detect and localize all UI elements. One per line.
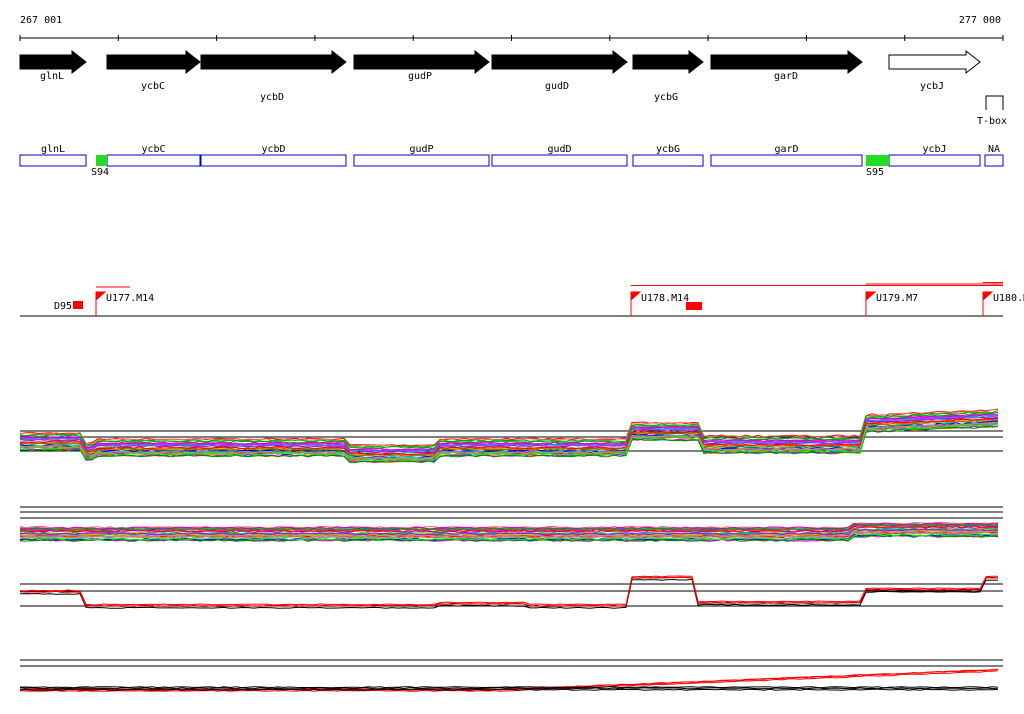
trace	[19, 425, 999, 464]
trace	[19, 423, 999, 462]
gene-box	[888, 154, 981, 167]
trace	[19, 670, 999, 692]
trace	[19, 528, 999, 536]
site-mark	[866, 155, 889, 166]
gene-box	[353, 154, 490, 167]
tbox-mark	[985, 95, 1004, 110]
box-label: ycbC	[141, 144, 165, 155]
promoter-label: U179.M7	[876, 293, 918, 304]
gene-label: garD	[774, 71, 798, 82]
trace	[19, 409, 998, 448]
promoter-flag	[630, 291, 642, 316]
trace	[19, 523, 999, 531]
gene-box	[984, 154, 1004, 167]
tbox-label: T-box	[977, 116, 1007, 127]
axis-start: 267 001	[20, 15, 62, 26]
site-label: S95	[866, 167, 884, 178]
trace	[19, 530, 999, 538]
terminator-label: D95	[54, 301, 72, 312]
gene-arrow	[491, 49, 628, 75]
box-label: ycbD	[261, 144, 285, 155]
promoter-flag	[95, 291, 107, 316]
trace	[19, 687, 999, 690]
gene-box	[710, 154, 863, 167]
trace	[19, 576, 999, 607]
promoter-label: U177.M14	[106, 293, 154, 304]
site-label: S94	[91, 167, 109, 178]
box-label: gudP	[409, 144, 433, 155]
promoter-flag	[982, 291, 994, 316]
axis-end: 277 000	[959, 15, 1001, 26]
gene-box	[200, 154, 347, 167]
gene-arrow	[632, 49, 704, 75]
box-label: NA	[988, 144, 1000, 155]
gene-label: ycbG	[654, 92, 678, 103]
trace	[19, 420, 999, 459]
trace	[19, 425, 999, 463]
gene-arrow	[106, 49, 201, 75]
promoter-flag	[865, 291, 877, 316]
trace	[19, 412, 999, 450]
box-label: glnL	[41, 144, 65, 155]
trace	[19, 525, 999, 533]
site-mark	[96, 155, 107, 166]
promoter-label: U180.M	[993, 293, 1024, 304]
gene-arrow	[19, 49, 87, 75]
trace	[19, 578, 999, 609]
box-label: gudD	[547, 144, 571, 155]
gene-arrow	[200, 49, 347, 75]
gene-box	[106, 154, 201, 167]
gene-box	[491, 154, 628, 167]
gene-label: gudD	[545, 81, 569, 92]
trace	[19, 688, 999, 691]
promoter-label: U178.M14	[641, 293, 689, 304]
box-label: garD	[774, 144, 798, 155]
gene-arrow	[710, 49, 863, 75]
gene-label: glnL	[40, 71, 64, 82]
gene-arrow	[353, 49, 490, 75]
box-label: ycbG	[656, 144, 680, 155]
gene-box	[19, 154, 87, 167]
trace	[19, 417, 999, 456]
trace	[19, 412, 999, 451]
trace	[19, 422, 999, 459]
gene-label: ycbC	[141, 81, 165, 92]
gene-label: gudP	[408, 71, 432, 82]
gene-label: ycbD	[260, 92, 284, 103]
trace	[19, 533, 999, 541]
trace	[19, 421, 999, 460]
gene-box	[632, 154, 704, 167]
trace	[19, 419, 999, 457]
trace	[19, 415, 999, 453]
feature-mark	[686, 302, 702, 310]
gene-label: ycbJ	[920, 81, 944, 92]
box-label: ycbJ	[922, 144, 946, 155]
trace	[19, 575, 998, 606]
trace	[19, 522, 999, 530]
gene-arrow	[888, 49, 981, 75]
trace	[19, 686, 999, 689]
terminator-mark	[73, 301, 83, 309]
